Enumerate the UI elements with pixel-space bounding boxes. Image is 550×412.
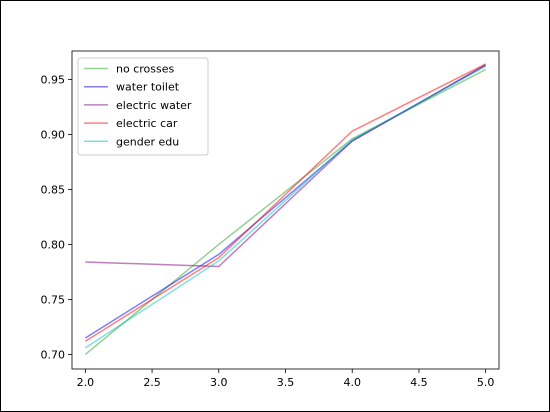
x-tick-label: 5.0 [477,376,495,389]
y-tick-label: 0.95 [41,73,66,86]
x-tick-label: 4.0 [343,376,361,389]
x-axis: 2.0 2.5 3.0 3.5 4.0 4.5 5.0 [77,369,495,389]
legend-label: electric water [116,99,192,112]
legend: no crosses water toilet electric water elec… [77,57,209,156]
legend-box [77,57,209,156]
y-tick-label: 0.80 [41,238,66,251]
x-tick-label: 4.5 [410,376,428,389]
y-tick-label: 0.70 [41,348,66,361]
x-tick-label: 3.5 [277,376,295,389]
x-tick-label: 2.0 [77,376,95,389]
y-tick-label: 0.85 [41,183,66,196]
legend-label: water toilet [116,81,180,94]
y-tick-label: 0.90 [41,128,66,141]
y-axis: 0.70 0.75 0.80 0.85 0.90 0.95 [41,73,72,361]
x-tick-label: 2.5 [143,376,161,389]
legend-label: gender edu [116,135,179,148]
series-line-gender-edu [84,65,487,349]
x-tick-label: 3.0 [210,376,228,389]
series-layer [84,63,487,356]
series-line-electric-car [84,63,486,342]
legend-label: electric car [116,117,178,130]
legend-label: no crosses [116,63,174,76]
y-tick-label: 0.75 [41,293,66,306]
